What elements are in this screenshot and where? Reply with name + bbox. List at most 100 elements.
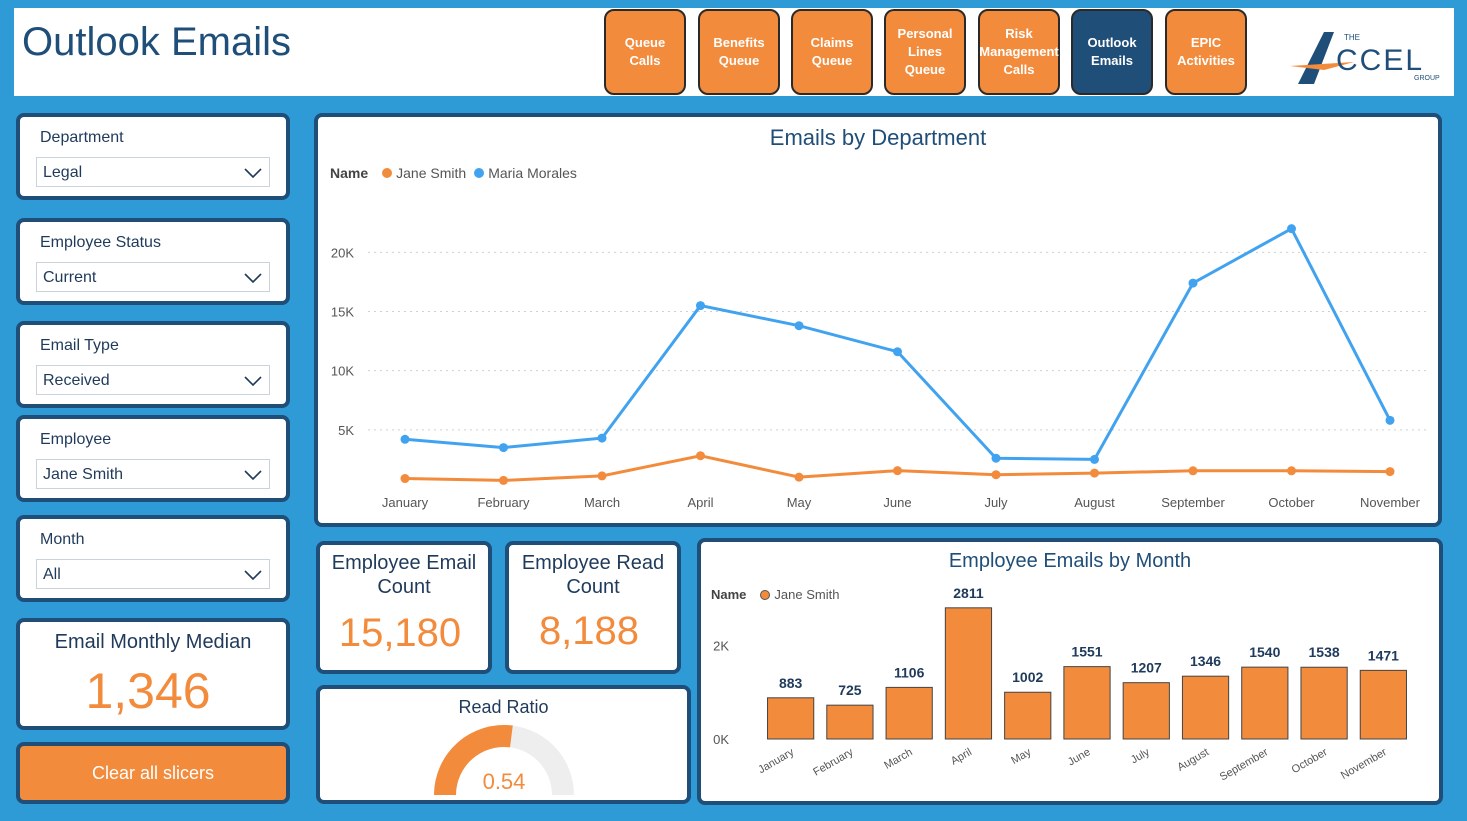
data-point[interactable]: [991, 470, 1001, 480]
month-dropdown[interactable]: All: [36, 559, 270, 589]
data-point[interactable]: [1287, 466, 1296, 476]
bar[interactable]: [1359, 669, 1407, 740]
nav-outlook-emails-button[interactable]: Outlook Emails: [1071, 9, 1153, 95]
logo-prefix-text: THE: [1344, 33, 1360, 42]
nav-benefits-queue-button[interactable]: Benefits Queue: [698, 9, 780, 95]
data-point[interactable]: [1188, 278, 1198, 288]
y-tick-label: 20K: [331, 245, 354, 260]
bar-x-tick-label: November: [1339, 746, 1389, 782]
employee-slicer: Employee Jane Smith: [16, 415, 290, 502]
data-point[interactable]: [1188, 466, 1198, 476]
employee-status-slicer: Employee Status Current: [16, 218, 290, 305]
legend-dot-maria: [474, 168, 485, 178]
department-slicer: Department Legal: [16, 113, 290, 200]
employee-status-dropdown[interactable]: Current: [36, 262, 270, 292]
clear-all-slicers-button[interactable]: Clear all slicers: [16, 742, 290, 804]
data-point[interactable]: [499, 443, 508, 453]
bar-data-label: 1207: [1131, 660, 1162, 676]
x-tick-label: November: [1360, 495, 1421, 510]
nav-personal-lines-queue-button[interactable]: Personal Lines Queue: [884, 9, 966, 95]
bar[interactable]: [885, 686, 933, 740]
chevron-down-icon: [244, 470, 262, 481]
email-type-dropdown[interactable]: Received: [36, 365, 270, 395]
employee-read-count-card: Employee Read Count 8,188: [505, 541, 681, 674]
data-point[interactable]: [893, 466, 902, 476]
logo-suffix-text: GROUP: [1414, 75, 1440, 82]
chevron-down-icon: [244, 376, 262, 387]
data-point[interactable]: [1385, 467, 1395, 477]
department-dropdown-value: Legal: [43, 164, 83, 181]
email-monthly-median-value: 1,346: [85, 663, 211, 719]
nav-queue-calls-button[interactable]: Queue Calls: [604, 9, 686, 95]
employee-read-count-label: Employee Read Count: [521, 552, 665, 598]
bar[interactable]: [1300, 666, 1348, 740]
data-point[interactable]: [400, 434, 410, 444]
line-chart-legend: Name Jane Smith Maria Morales: [330, 165, 577, 181]
email-type-slicer: Email Type Received: [16, 321, 290, 408]
bar-chart-legend: Name Jane Smith: [711, 587, 839, 602]
bar[interactable]: [1122, 682, 1170, 740]
employee-status-dropdown-value: Current: [43, 269, 97, 286]
data-point[interactable]: [1090, 454, 1099, 464]
nav-risk-management-calls-button[interactable]: Risk Management Calls: [978, 9, 1060, 95]
line-chart-plot: 5K 10K 15K 20K January February March April May J…: [331, 224, 1428, 510]
bar-data-label: 1551: [1071, 644, 1102, 660]
employee-dropdown[interactable]: Jane Smith: [36, 459, 270, 489]
employee-email-count-label: Employee Email Count: [331, 552, 477, 598]
employee-email-count-card: Employee Email Count 15,180: [316, 541, 492, 674]
bar[interactable]: [1004, 691, 1052, 740]
logo-name-text: CCEL: [1336, 44, 1424, 77]
bar-x-tick-label: March: [882, 746, 914, 772]
bar[interactable]: [944, 607, 993, 740]
data-point[interactable]: [794, 321, 804, 331]
bar-legend-dot-jane: [760, 589, 771, 600]
x-tick-label: April: [687, 495, 713, 510]
nav-epic-activities-button[interactable]: EPIC Activities: [1165, 9, 1247, 95]
x-tick-label: March: [584, 495, 620, 510]
data-point[interactable]: [1287, 224, 1296, 234]
nav-claims-queue-button[interactable]: Claims Queue: [791, 9, 873, 95]
bar-x-tick-label: August: [1175, 746, 1211, 774]
y-tick-label: 5K: [338, 423, 354, 438]
read-ratio-gauge: 0.54: [434, 725, 574, 795]
read-ratio-card: Read Ratio 0.54: [316, 685, 691, 804]
x-tick-label: July: [984, 495, 1008, 510]
bar-data-label: 725: [838, 682, 862, 698]
bar[interactable]: [1063, 666, 1111, 740]
data-point[interactable]: [696, 451, 705, 461]
data-point[interactable]: [794, 472, 804, 482]
data-point[interactable]: [1385, 415, 1395, 425]
data-point[interactable]: [597, 471, 607, 481]
gauge-fill: [434, 725, 513, 795]
data-point[interactable]: [696, 301, 705, 311]
y-tick-label: 15K: [331, 305, 354, 320]
legend-label-jane: Jane Smith: [396, 165, 467, 181]
month-slicer: Month All: [16, 515, 290, 602]
month-slicer-label: Month: [40, 531, 85, 548]
bar-data-label: 1106: [894, 664, 925, 680]
bar[interactable]: [767, 697, 815, 740]
employee-dropdown-value: Jane Smith: [43, 466, 124, 483]
data-point[interactable]: [893, 347, 902, 357]
bar[interactable]: [1181, 675, 1230, 740]
page-title: Outlook Emails: [22, 20, 291, 64]
employee-emails-by-month-card: Employee Emails by Month Name Jane Smith…: [697, 538, 1443, 805]
y-tick-label: 10K: [331, 364, 354, 379]
legend-title: Name: [330, 165, 369, 181]
bar[interactable]: [826, 704, 874, 740]
department-dropdown[interactable]: Legal: [36, 157, 270, 187]
bar-data-label: 1538: [1309, 644, 1340, 660]
bar-x-tick-label: October: [1290, 746, 1330, 776]
data-point[interactable]: [597, 433, 607, 443]
bar[interactable]: [1241, 666, 1289, 740]
employee-emails-by-month-title: Employee Emails by Month: [948, 550, 1192, 572]
data-point[interactable]: [499, 475, 508, 485]
bar-data-label: 1346: [1190, 653, 1221, 669]
data-point[interactable]: [400, 474, 410, 484]
x-tick-label: June: [883, 495, 911, 510]
data-point[interactable]: [991, 453, 1001, 463]
email-type-slicer-label: Email Type: [40, 337, 119, 354]
data-point[interactable]: [1090, 468, 1099, 478]
email-type-dropdown-value: Received: [43, 372, 110, 389]
emails-by-department-chart-card: Emails by Department Name Jane Smith Mar…: [314, 113, 1442, 527]
